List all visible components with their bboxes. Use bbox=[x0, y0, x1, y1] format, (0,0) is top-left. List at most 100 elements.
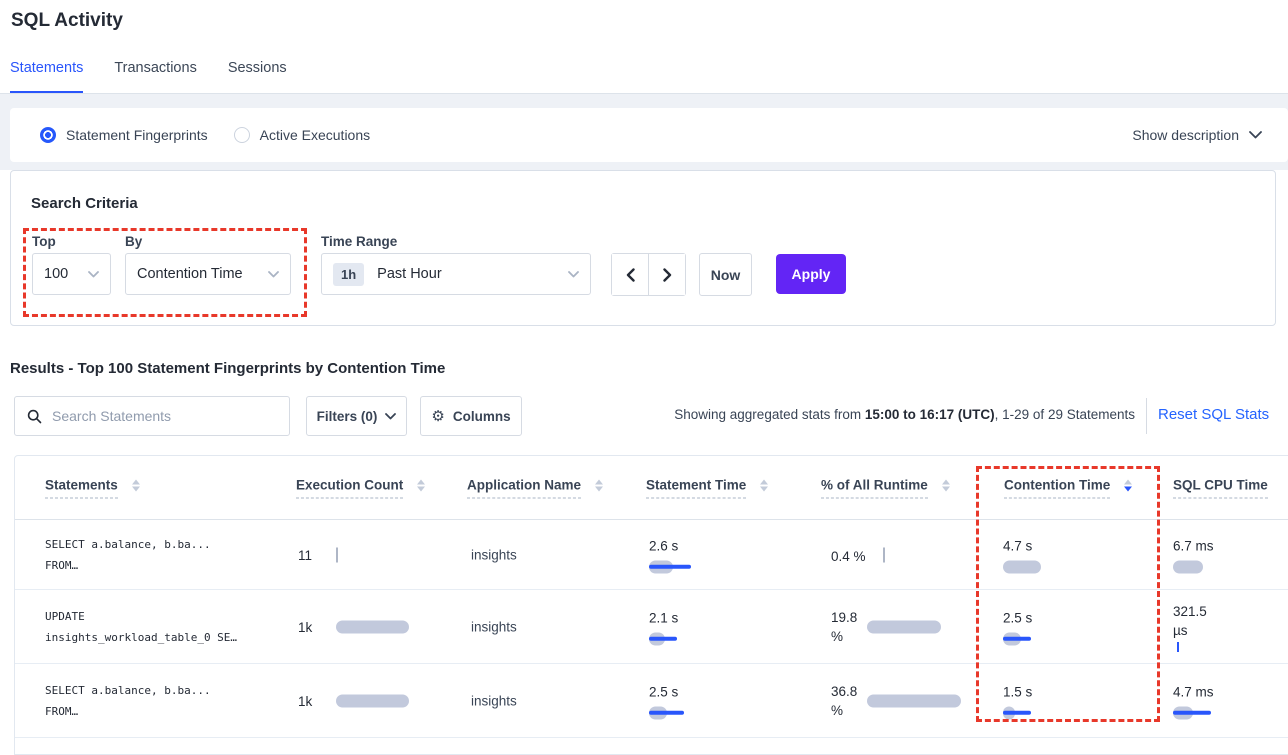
column-header-application_name[interactable]: Application Name bbox=[467, 477, 604, 498]
search-statements-input[interactable] bbox=[52, 408, 262, 424]
execution-count-value: 1k bbox=[298, 619, 313, 635]
bar-blue bbox=[1003, 710, 1031, 715]
column-header-label: Statements bbox=[45, 477, 118, 498]
bar-gray bbox=[867, 694, 961, 707]
application-name-cell: insights bbox=[471, 693, 517, 708]
pct-runtime-value-line: 19.8 bbox=[831, 609, 858, 625]
bar-gray bbox=[867, 620, 941, 633]
column-header-contention_time[interactable]: Contention Time bbox=[1004, 477, 1133, 498]
bar-gray bbox=[336, 694, 409, 707]
column-header-label: % of All Runtime bbox=[821, 477, 928, 498]
sort-arrows-icon[interactable] bbox=[1124, 479, 1133, 492]
contention-time-value: 4.7 s bbox=[1003, 538, 1033, 553]
sort-down-icon bbox=[760, 486, 769, 492]
statement-time-cell: 2.1 s bbox=[649, 608, 678, 645]
pct-runtime-tick bbox=[883, 547, 885, 562]
sort-arrows-icon[interactable] bbox=[417, 479, 426, 492]
sort-up-icon bbox=[595, 479, 604, 485]
columns-button[interactable]: ⚙ Columns bbox=[420, 396, 522, 436]
column-header-statement_time[interactable]: Statement Time bbox=[646, 477, 769, 498]
radio-active-executions[interactable] bbox=[233, 127, 250, 143]
apply-button[interactable]: Apply bbox=[776, 254, 846, 294]
statement-time-value: 2.5 s bbox=[649, 684, 679, 699]
top-select[interactable]: 100 bbox=[32, 253, 111, 295]
bar-blue bbox=[649, 710, 684, 715]
contention-time-bar bbox=[1003, 632, 1031, 645]
contention-time-value: 2.5 s bbox=[1003, 610, 1033, 625]
sort-up-icon bbox=[131, 479, 140, 485]
table-row[interactable]: SELECT a.balance, b.ba... FROM… 11 insights… bbox=[15, 520, 1288, 590]
table-row[interactable]: UPDATE insights_workload_table_0 SE… 1k ins… bbox=[15, 590, 1288, 664]
filters-button[interactable]: Filters (0) bbox=[306, 396, 407, 436]
sql-cpu-time-cell: 4.7 ms bbox=[1173, 682, 1214, 719]
previous-time-button[interactable] bbox=[612, 254, 648, 295]
sort-arrows-icon[interactable] bbox=[760, 479, 769, 492]
statement-line: SELECT a.balance, b.ba... bbox=[45, 683, 211, 697]
sql-cpu-time-value: 6.7 ms bbox=[1173, 538, 1214, 553]
column-header-sql_cpu_time[interactable]: SQL CPU Time bbox=[1173, 477, 1268, 498]
contention-time-cell: 4.7 s bbox=[1003, 536, 1041, 573]
by-select[interactable]: Contention Time bbox=[125, 253, 291, 295]
time-step-button-group bbox=[611, 253, 686, 296]
execution-count-value: 1k bbox=[298, 693, 313, 709]
by-field-label: By bbox=[125, 234, 143, 249]
bar-blue bbox=[649, 636, 677, 641]
execution-count-tick bbox=[336, 547, 338, 562]
tab-statements[interactable]: Statements bbox=[10, 56, 84, 93]
statement-fingerprint-link[interactable]: SELECT a.balance, b.ba... FROM… bbox=[45, 680, 211, 722]
tab-transactions[interactable]: Transactions bbox=[114, 60, 197, 76]
chevron-down-icon bbox=[88, 270, 99, 277]
view-toggle-strip: Statement Fingerprints Active Executions… bbox=[10, 108, 1288, 162]
stats-prefix: Showing aggregated stats from bbox=[674, 407, 865, 422]
sql-cpu-time-cell: 6.7 ms bbox=[1173, 536, 1214, 573]
sort-arrows-icon[interactable] bbox=[595, 479, 604, 492]
column-header-statements[interactable]: Statements bbox=[45, 477, 140, 498]
pct-runtime-value-line: 36.8 bbox=[831, 683, 858, 699]
pct-runtime-bar bbox=[867, 694, 961, 707]
show-description-toggle[interactable]: Show description bbox=[1132, 127, 1262, 143]
pct-runtime-bar bbox=[867, 620, 941, 633]
sql-cpu-time-value-line: µs bbox=[1173, 622, 1188, 638]
search-statements-box bbox=[14, 396, 290, 436]
next-time-button[interactable] bbox=[648, 254, 685, 295]
contention-time-cell: 2.5 s bbox=[1003, 608, 1032, 645]
pct-runtime-cell: 36.8% bbox=[831, 682, 981, 720]
table-header-row: Statements Execution Count Application Nam… bbox=[15, 456, 1288, 520]
contention-time-bar bbox=[1003, 706, 1031, 719]
time-range-value-group: 1h Past Hour bbox=[333, 262, 442, 286]
sort-arrows-icon[interactable] bbox=[941, 479, 950, 492]
execution-count-cell: 1k bbox=[298, 619, 428, 635]
column-header-label: Execution Count bbox=[296, 477, 404, 498]
column-header-label: Contention Time bbox=[1004, 477, 1111, 498]
statement-time-value: 2.6 s bbox=[649, 538, 679, 553]
chevron-down-icon bbox=[1249, 131, 1262, 139]
sort-down-icon bbox=[1124, 486, 1133, 492]
column-header-pct_of_all_runtime[interactable]: % of All Runtime bbox=[821, 477, 950, 498]
by-select-value: Contention Time bbox=[137, 266, 243, 282]
statement-fingerprint-link[interactable]: SELECT a.balance, b.ba... FROM… bbox=[45, 534, 211, 576]
statement-time-bar bbox=[649, 706, 684, 719]
tab-sessions[interactable]: Sessions bbox=[227, 60, 287, 76]
time-range-badge: 1h bbox=[333, 262, 365, 286]
radio-statement-fingerprints[interactable] bbox=[40, 127, 56, 143]
application-name-cell: insights bbox=[471, 619, 517, 634]
time-range-value: Past Hour bbox=[377, 266, 442, 282]
sort-arrows-icon[interactable] bbox=[131, 479, 140, 492]
contention-time-cell: 1.5 s bbox=[1003, 682, 1032, 719]
table-row[interactable]: SELECT a.balance, b.ba... FROM… 1k insights… bbox=[15, 664, 1288, 738]
radio-label-active-executions[interactable]: Active Executions bbox=[259, 127, 371, 143]
time-range-select[interactable]: 1h Past Hour bbox=[321, 253, 591, 295]
statement-time-cell: 2.5 s bbox=[649, 682, 684, 719]
statement-line: insights_workload_table_0 SE… bbox=[45, 630, 238, 644]
chevron-down-icon bbox=[385, 412, 397, 419]
reset-sql-stats-link[interactable]: Reset SQL Stats bbox=[1158, 406, 1270, 423]
radio-label-statement-fingerprints[interactable]: Statement Fingerprints bbox=[66, 127, 208, 143]
sort-down-icon bbox=[131, 486, 140, 492]
stats-suffix: , 1-29 of 29 Statements bbox=[994, 407, 1135, 422]
statement-line: FROM… bbox=[45, 704, 79, 718]
now-button[interactable]: Now bbox=[699, 253, 752, 296]
column-header-label: SQL CPU Time bbox=[1173, 477, 1268, 498]
statement-fingerprint-link[interactable]: UPDATE insights_workload_table_0 SE… bbox=[45, 606, 237, 648]
column-header-execution_count[interactable]: Execution Count bbox=[296, 477, 426, 498]
table-body: SELECT a.balance, b.ba... FROM… 11 insights… bbox=[15, 520, 1288, 738]
